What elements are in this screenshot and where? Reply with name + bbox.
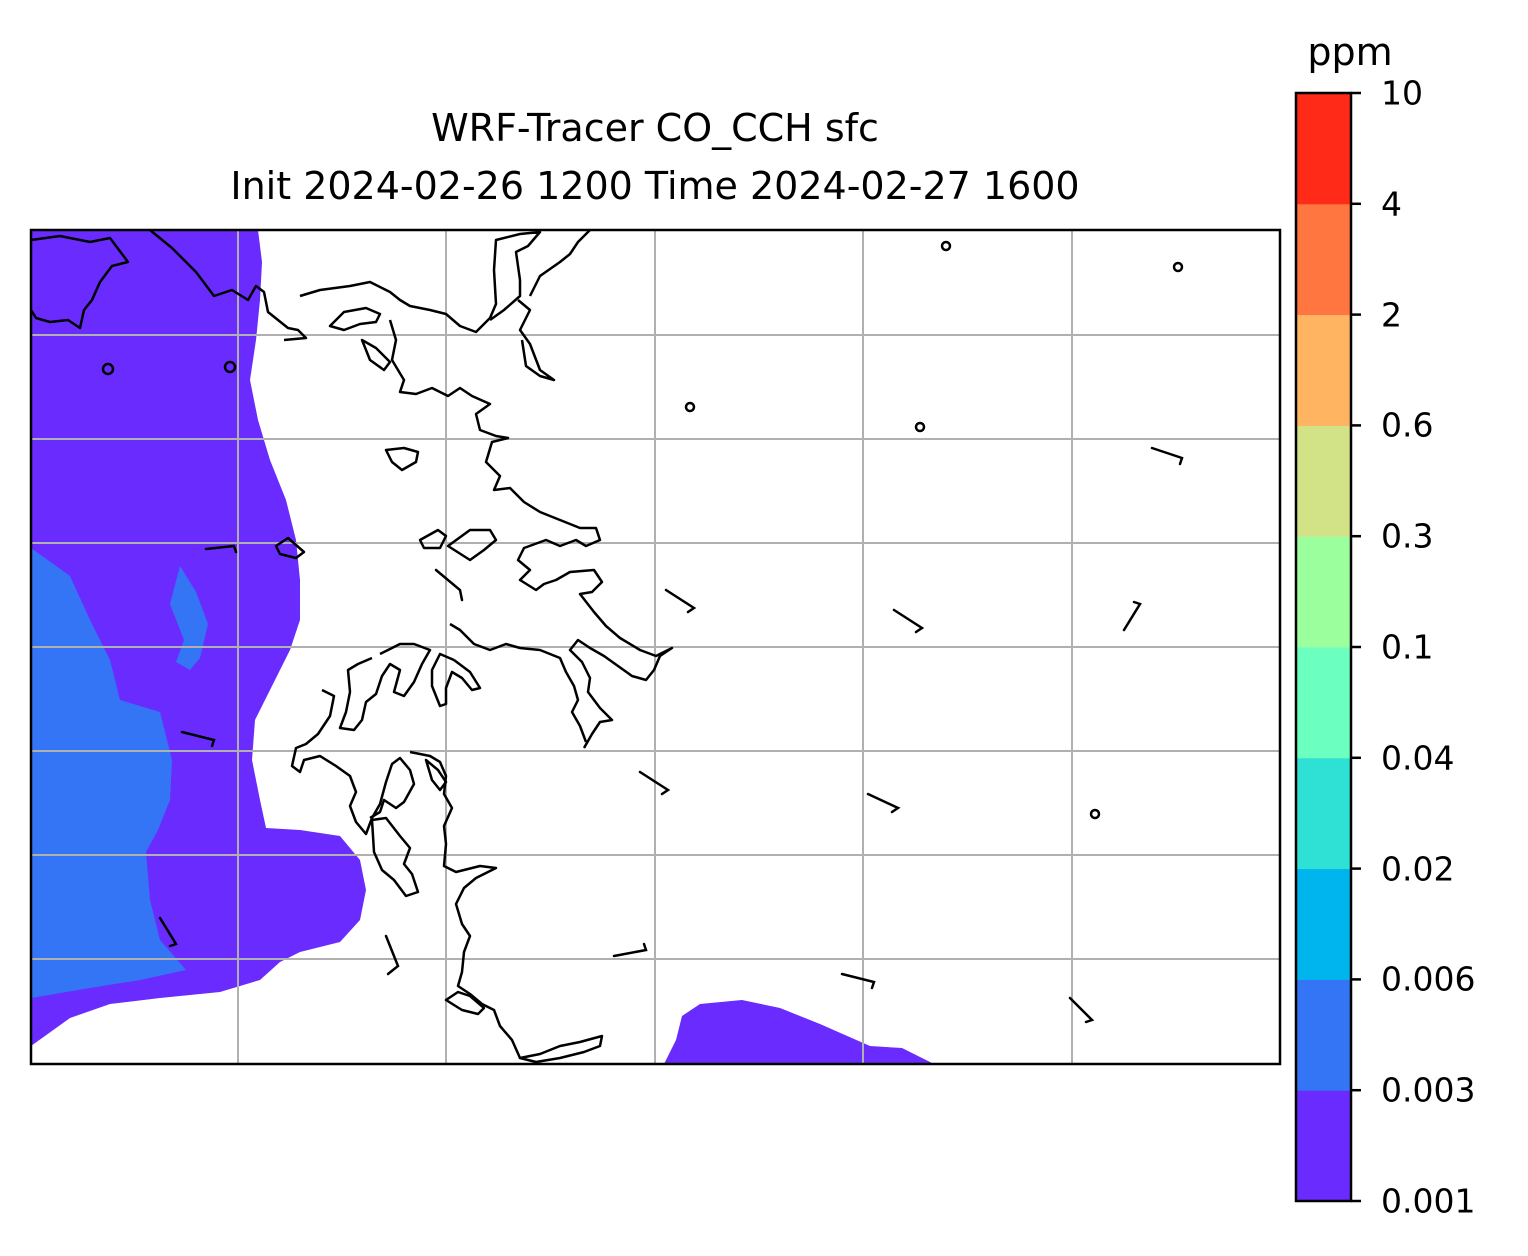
coastline-northwest	[31, 234, 130, 330]
colorbar-ticks	[1351, 91, 1361, 1203]
map-frame	[29, 228, 1282, 1066]
coastlines	[31, 230, 1184, 1064]
colorbar-tick-label: 0.003	[1381, 1070, 1476, 1110]
coastline-island-c	[384, 446, 420, 472]
wind-barbs	[158, 446, 1184, 1024]
coastline-southern-arm	[409, 750, 522, 1059]
colorbar-tick-label: 0.02	[1381, 849, 1455, 889]
coastline-island-b	[360, 338, 392, 372]
coastline-southwest-arms	[338, 642, 432, 732]
colorbar-unit-label: ppm	[1307, 30, 1393, 74]
colorbar-band	[1296, 647, 1351, 759]
coastline-central-inlet	[430, 652, 482, 708]
coastline-island-e	[446, 528, 498, 562]
contour-0.001-south	[664, 1000, 934, 1064]
colorbar-band	[1296, 536, 1351, 648]
colorbar-band	[1296, 203, 1351, 316]
colorbar-band	[1296, 93, 1351, 205]
colorbar-tick-label: 0.1	[1381, 627, 1434, 667]
colorbar-band	[1296, 979, 1351, 1091]
coastline-island-d	[418, 528, 448, 550]
contour-0.003-west	[31, 548, 186, 998]
islet-7	[1089, 808, 1101, 820]
wind-barb	[158, 916, 178, 948]
concentration-fill	[31, 230, 934, 1064]
islet-3	[940, 240, 952, 252]
coastline-southern-arm-2	[370, 816, 420, 898]
wind-barb	[638, 770, 671, 796]
islet-1	[101, 362, 115, 376]
colorbar-tick-label: 10	[1381, 73, 1423, 113]
islet-5	[684, 401, 696, 413]
colorbar-tick-label: 0.3	[1381, 516, 1434, 556]
wind-barb	[204, 544, 238, 554]
coastline-southwest-islet	[424, 758, 448, 792]
colorbar-band	[1296, 1090, 1351, 1202]
colorbar-tick-label: 4	[1381, 184, 1402, 224]
plot-title-line-2: Init 2024-02-26 1200 Time 2024-02-27 160…	[230, 164, 1080, 208]
islet-6	[914, 421, 926, 433]
wind-barb	[664, 588, 697, 614]
wind-barb	[384, 934, 400, 976]
colorbar-band	[1296, 425, 1351, 537]
coastline-northeast-river	[528, 230, 591, 297]
colorbar-tick-label: 0.001	[1381, 1181, 1476, 1221]
wind-barb	[866, 792, 901, 814]
wind-barb	[1150, 446, 1184, 466]
coastline-inlet-1	[299, 230, 542, 334]
colorbar	[1296, 93, 1351, 1202]
wind-barb	[892, 608, 925, 634]
coastline-island-f	[274, 536, 306, 560]
wind-barb	[840, 972, 876, 990]
colorbar-band	[1296, 757, 1351, 870]
coastline-central-west	[449, 622, 588, 743]
colorbar-tick-label: 0.6	[1381, 405, 1434, 445]
coastline-main-fjord	[388, 319, 674, 749]
wind-barb	[612, 942, 648, 958]
colorbar-tick-label: 2	[1381, 295, 1402, 335]
colorbar-tick-label: 0.04	[1381, 738, 1455, 778]
coastline-southern-cove	[444, 990, 486, 1016]
plot-title-line-1: WRF-Tracer CO_CCH sfc	[431, 106, 879, 150]
wind-barb	[180, 730, 216, 748]
islet-4	[1172, 261, 1184, 273]
coastline-southern-spit	[518, 1034, 604, 1064]
wind-barb	[1122, 600, 1142, 632]
wind-barb	[1068, 996, 1095, 1024]
colorbar-tick-label: 0.006	[1381, 959, 1476, 999]
contour-0.003-tongue	[170, 566, 208, 670]
colorbar-band	[1296, 868, 1351, 980]
wind-barb	[434, 568, 464, 602]
colorbar-band	[1296, 314, 1351, 426]
coastline-island-a	[328, 306, 382, 332]
islet-2	[223, 360, 237, 374]
coastline-southwest-arm-2	[290, 688, 416, 836]
coastline-north-shore	[149, 230, 308, 342]
gridlines	[31, 230, 1280, 1064]
coastline-fjord-arm	[517, 299, 556, 382]
